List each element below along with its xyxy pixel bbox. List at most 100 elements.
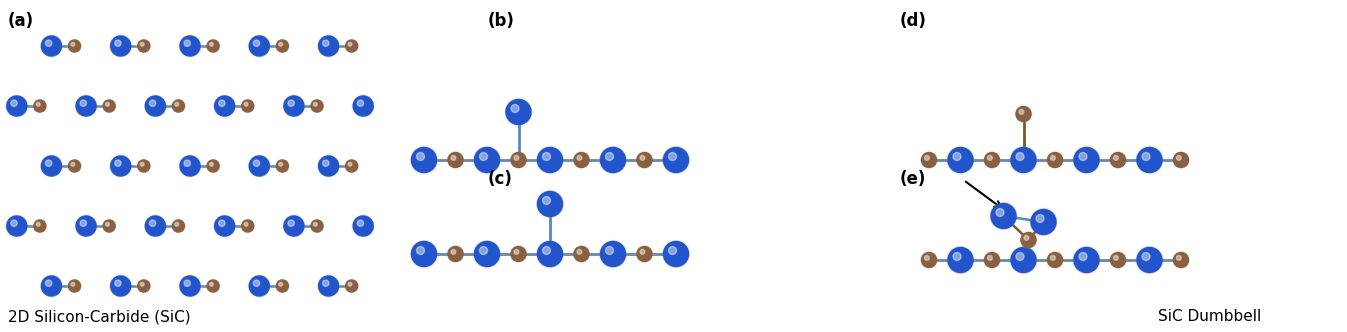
Circle shape (987, 256, 993, 260)
Circle shape (474, 147, 500, 173)
Circle shape (137, 280, 150, 292)
Circle shape (36, 222, 40, 226)
Circle shape (474, 146, 501, 174)
Circle shape (175, 222, 179, 226)
Circle shape (34, 100, 46, 113)
Circle shape (536, 146, 563, 174)
Circle shape (172, 219, 185, 232)
Circle shape (1142, 253, 1150, 261)
Circle shape (1176, 256, 1181, 260)
Circle shape (606, 246, 613, 255)
Circle shape (114, 40, 121, 46)
Circle shape (5, 95, 27, 117)
Circle shape (947, 246, 974, 274)
Circle shape (276, 159, 288, 173)
Circle shape (185, 40, 190, 46)
Circle shape (140, 42, 144, 46)
Circle shape (179, 35, 201, 57)
Circle shape (411, 146, 438, 174)
Circle shape (110, 155, 132, 177)
Circle shape (318, 155, 339, 177)
Circle shape (1079, 152, 1087, 160)
Circle shape (1173, 252, 1189, 268)
Circle shape (987, 155, 993, 160)
Circle shape (104, 220, 116, 232)
Circle shape (952, 152, 960, 160)
Circle shape (322, 280, 329, 287)
Circle shape (46, 40, 51, 46)
Circle shape (474, 240, 501, 268)
Circle shape (511, 105, 519, 113)
Circle shape (36, 102, 40, 106)
Circle shape (353, 215, 374, 237)
Circle shape (69, 40, 81, 52)
Circle shape (1016, 253, 1024, 261)
Circle shape (69, 160, 81, 172)
Circle shape (345, 159, 358, 173)
Circle shape (69, 159, 81, 173)
Circle shape (924, 256, 929, 260)
Circle shape (515, 155, 519, 160)
Circle shape (991, 204, 1016, 228)
Circle shape (668, 152, 676, 160)
Circle shape (543, 152, 551, 160)
Circle shape (1110, 152, 1126, 168)
Circle shape (110, 36, 131, 56)
Circle shape (511, 246, 527, 262)
Circle shape (11, 220, 18, 226)
Circle shape (1136, 146, 1162, 174)
Circle shape (284, 216, 304, 236)
Circle shape (480, 246, 488, 255)
Circle shape (601, 147, 625, 173)
Circle shape (990, 203, 1017, 229)
Circle shape (663, 240, 690, 268)
Circle shape (921, 152, 938, 168)
Circle shape (241, 219, 255, 232)
Circle shape (210, 162, 213, 166)
Circle shape (1018, 110, 1024, 114)
Circle shape (640, 250, 645, 254)
Circle shape (663, 146, 690, 174)
Circle shape (137, 160, 150, 172)
Circle shape (249, 276, 269, 296)
Circle shape (314, 102, 318, 106)
Circle shape (1024, 235, 1029, 240)
Circle shape (948, 147, 973, 173)
Circle shape (543, 246, 551, 255)
Circle shape (249, 36, 269, 56)
Circle shape (1074, 146, 1100, 174)
Circle shape (214, 215, 236, 237)
Circle shape (318, 156, 338, 176)
Circle shape (345, 40, 358, 52)
Circle shape (353, 95, 374, 117)
Circle shape (1114, 256, 1118, 260)
Circle shape (511, 246, 525, 262)
Circle shape (543, 197, 551, 205)
Circle shape (144, 215, 166, 237)
Circle shape (253, 280, 260, 287)
Circle shape (474, 241, 500, 267)
Circle shape (985, 253, 999, 268)
Circle shape (511, 152, 525, 168)
Circle shape (104, 100, 116, 112)
Circle shape (110, 276, 131, 296)
Circle shape (172, 100, 185, 113)
Circle shape (636, 246, 652, 262)
Circle shape (506, 100, 531, 124)
Circle shape (69, 280, 81, 292)
Circle shape (640, 155, 645, 160)
Circle shape (1137, 147, 1162, 173)
Circle shape (921, 152, 936, 168)
Circle shape (34, 100, 46, 112)
Circle shape (606, 152, 613, 160)
Circle shape (42, 276, 62, 296)
Circle shape (140, 162, 144, 166)
Circle shape (69, 280, 81, 292)
Circle shape (574, 246, 589, 262)
Circle shape (11, 100, 18, 106)
Circle shape (40, 35, 62, 57)
Circle shape (283, 215, 304, 237)
Circle shape (185, 160, 190, 166)
Circle shape (79, 100, 86, 106)
Circle shape (69, 40, 81, 52)
